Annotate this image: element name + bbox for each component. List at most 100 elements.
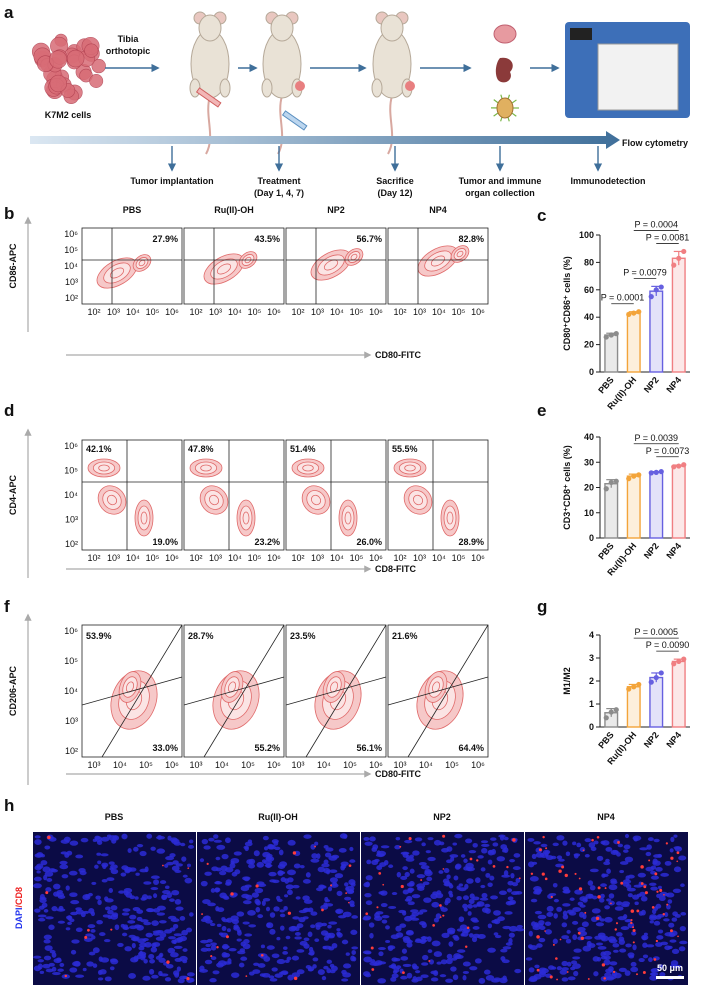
- nucleus: [466, 878, 474, 884]
- nucleus: [501, 874, 511, 878]
- nucleus: [540, 843, 548, 848]
- nucleus: [511, 882, 519, 887]
- nucleus: [405, 930, 414, 936]
- cd8-signal: [314, 845, 316, 848]
- nucleus: [303, 834, 312, 839]
- nucleus: [606, 868, 611, 874]
- nucleus: [352, 956, 357, 962]
- nucleus: [460, 933, 465, 937]
- p-value: P = 0.0005: [634, 627, 678, 637]
- contour: [200, 464, 212, 472]
- nucleus: [228, 947, 237, 952]
- cd8-signal: [580, 936, 584, 940]
- nucleus: [664, 912, 669, 918]
- cd8-signal: [439, 904, 442, 907]
- x-tick-label: 10³: [413, 553, 426, 563]
- nucleus: [546, 912, 554, 918]
- nucleus: [161, 894, 168, 900]
- nucleus: [414, 970, 421, 974]
- nucleus: [280, 877, 287, 883]
- gate-line: [81, 676, 183, 706]
- step-label: (Day 1, 4, 7): [254, 188, 304, 198]
- data-point: [671, 262, 677, 268]
- nucleus: [553, 913, 558, 919]
- mouse-leg: [261, 78, 273, 98]
- nucleus: [57, 920, 65, 924]
- nucleus: [124, 868, 131, 874]
- nucleus: [127, 848, 132, 853]
- nucleus: [326, 959, 333, 964]
- nucleus: [649, 915, 657, 921]
- nucleus: [100, 836, 110, 842]
- data-point: [671, 464, 677, 470]
- step-label: Immunodetection: [570, 176, 645, 186]
- nucleus: [285, 884, 294, 890]
- nucleus: [310, 924, 316, 929]
- nucleus: [131, 942, 136, 949]
- nucleus: [199, 968, 209, 973]
- nucleus: [465, 866, 475, 872]
- nucleus: [576, 842, 582, 848]
- nucleus: [538, 920, 545, 926]
- nucleus: [149, 968, 155, 975]
- nucleus: [479, 897, 489, 901]
- nucleus: [399, 923, 407, 928]
- p-value: P = 0.0039: [634, 433, 678, 443]
- nucleus: [110, 905, 118, 911]
- nucleus: [75, 909, 84, 915]
- nucleus: [574, 889, 584, 895]
- nucleus: [483, 969, 491, 975]
- nucleus: [168, 936, 176, 940]
- nucleus: [431, 940, 441, 947]
- mouse-leg: [219, 78, 231, 98]
- nucleus: [303, 937, 310, 942]
- nucleus: [296, 923, 304, 929]
- nucleus: [566, 961, 572, 967]
- nucleus: [42, 866, 51, 873]
- cd8-signal: [630, 909, 635, 913]
- micrograph: [525, 832, 688, 985]
- nucleus: [307, 968, 314, 972]
- nucleus: [45, 916, 54, 920]
- nucleus: [44, 845, 51, 850]
- nucleus: [351, 915, 358, 919]
- cd8-signal: [428, 960, 431, 963]
- nucleus: [69, 967, 78, 973]
- nucleus: [254, 898, 260, 905]
- nucleus: [329, 963, 335, 968]
- nucleus: [95, 895, 101, 900]
- nucleus: [487, 923, 493, 929]
- x-tick-label: 10⁶: [369, 553, 383, 563]
- nucleus: [43, 934, 52, 940]
- nucleus: [97, 899, 102, 906]
- nucleus: [269, 879, 277, 883]
- x-tick-label: 10⁴: [419, 760, 433, 770]
- percent: 82.8%: [458, 234, 484, 244]
- percent: 27.9%: [152, 234, 178, 244]
- nucleus: [108, 861, 115, 865]
- nucleus: [376, 850, 381, 856]
- x-tick-label: 10⁶: [369, 760, 383, 770]
- nucleus: [462, 975, 467, 981]
- nucleus: [315, 922, 324, 928]
- nucleus: [225, 881, 232, 886]
- nucleus: [619, 869, 625, 874]
- nucleus: [227, 958, 232, 964]
- nucleus: [242, 876, 251, 881]
- plot-frame: [81, 227, 183, 305]
- nucleus: [582, 945, 592, 952]
- nucleus: [381, 919, 388, 924]
- nucleus: [481, 843, 490, 847]
- nucleus: [159, 952, 164, 958]
- nucleus: [633, 837, 639, 842]
- nucleus: [349, 859, 356, 863]
- nucleus: [587, 880, 594, 886]
- nucleus: [377, 978, 387, 984]
- nucleus: [316, 853, 321, 860]
- nucleus: [44, 945, 53, 951]
- nucleus: [452, 842, 458, 846]
- nucleus: [669, 848, 674, 853]
- nucleus: [335, 909, 342, 914]
